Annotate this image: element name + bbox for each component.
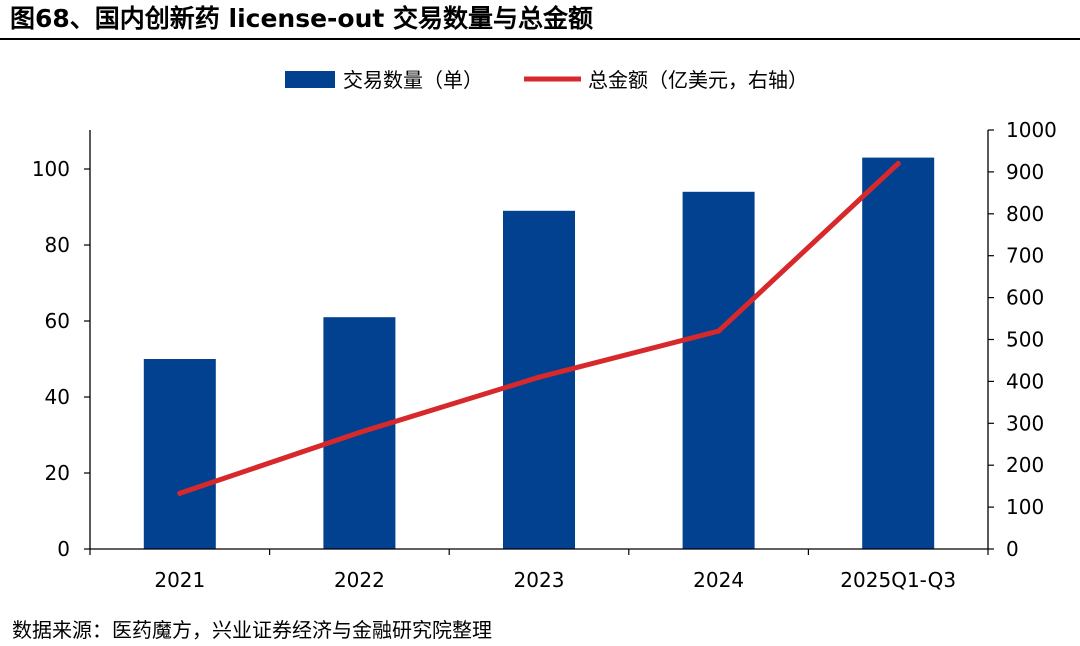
right-tick-label: 500 bbox=[1006, 328, 1044, 352]
legend-bar-swatch bbox=[285, 71, 335, 88]
x-tick-label: 2025Q1-Q3 bbox=[840, 568, 956, 592]
bar-2021 bbox=[143, 359, 216, 549]
x-tick-label: 2024 bbox=[693, 568, 744, 592]
left-tick-label: 40 bbox=[45, 385, 70, 409]
line-point-2021 bbox=[177, 490, 183, 496]
left-tick-label: 100 bbox=[32, 157, 70, 181]
right-tick-label: 300 bbox=[1006, 411, 1044, 435]
right-tick-label: 800 bbox=[1006, 202, 1044, 226]
right-tick-label: 200 bbox=[1006, 453, 1044, 477]
left-tick-label: 80 bbox=[45, 233, 70, 257]
line-point-2022 bbox=[356, 429, 362, 436]
left-tick-label: 60 bbox=[45, 309, 70, 333]
right-tick-label: 600 bbox=[1006, 286, 1044, 310]
right-tick-label: 100 bbox=[1006, 495, 1044, 519]
bar-2023 bbox=[503, 210, 575, 550]
combo-chart: 0204060801000100200300400500600700800900… bbox=[32, 68, 1057, 592]
line-point-2025Q1-Q3 bbox=[895, 160, 901, 167]
right-tick-label: 700 bbox=[1006, 244, 1044, 268]
x-tick-label: 2022 bbox=[334, 568, 385, 592]
x-tick-label: 2021 bbox=[154, 568, 205, 592]
source-note: 数据来源：医药魔方，兴业证券经济与金融研究院整理 bbox=[12, 618, 492, 642]
bar-2024 bbox=[682, 191, 755, 550]
left-tick-label: 20 bbox=[45, 461, 70, 485]
line-point-2024 bbox=[716, 328, 722, 334]
right-tick-label: 1000 bbox=[1006, 118, 1057, 142]
right-tick-label: 400 bbox=[1006, 369, 1044, 393]
right-tick-label: 900 bbox=[1006, 160, 1044, 184]
x-tick-label: 2023 bbox=[514, 568, 565, 592]
legend-bar-label: 交易数量（单） bbox=[343, 68, 483, 92]
bar-2025Q1-Q3 bbox=[862, 157, 935, 549]
figure-title: 图68、国内创新药 license-out 交易数量与总金额 bbox=[10, 4, 594, 33]
legend-line-label: 总金额（亿美元，右轴） bbox=[588, 68, 808, 92]
left-tick-label: 0 bbox=[57, 537, 70, 561]
title-divider bbox=[0, 38, 1080, 40]
right-tick-label: 0 bbox=[1006, 537, 1019, 561]
line-point-2023 bbox=[536, 374, 542, 380]
